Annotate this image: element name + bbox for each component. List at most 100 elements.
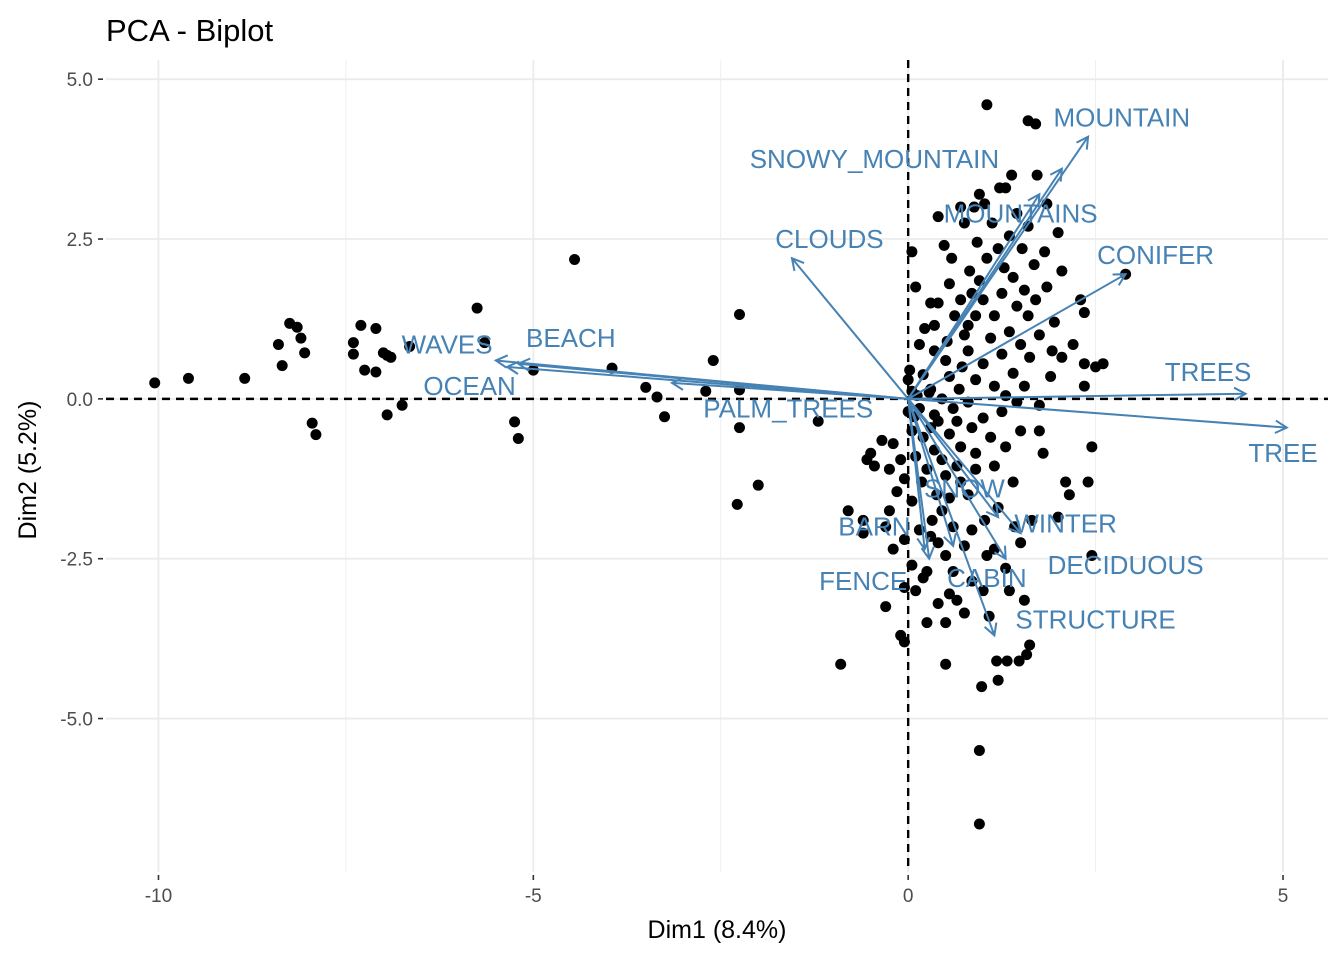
variable-arrow	[907, 398, 931, 559]
variable-arrowhead	[920, 546, 935, 561]
data-point	[347, 348, 359, 360]
data-point	[359, 364, 371, 376]
y-axis-ticks: -5.0 -2.5 0.0 2.5 5.0	[60, 70, 103, 731]
data-point	[306, 417, 318, 429]
data-point	[906, 246, 918, 258]
variable-arrowhead	[1233, 386, 1248, 402]
data-point	[509, 416, 521, 428]
data-point	[940, 550, 952, 562]
data-point	[988, 460, 1000, 472]
data-point	[932, 537, 944, 549]
reference-lines	[106, 60, 1328, 872]
data-point	[1078, 380, 1090, 392]
data-point	[970, 463, 982, 475]
data-point	[569, 253, 581, 265]
data-point	[955, 294, 967, 306]
data-point	[979, 198, 991, 210]
variable-arrowhead	[1076, 135, 1090, 150]
data-point	[659, 411, 671, 423]
data-point	[951, 594, 963, 606]
x-tick-label: 5	[1278, 886, 1289, 907]
data-point	[1063, 489, 1075, 501]
data-point	[1011, 396, 1023, 408]
data-point	[1056, 265, 1068, 277]
data-point	[940, 658, 952, 670]
data-point	[355, 319, 367, 331]
data-point	[902, 374, 914, 386]
variable-arrowhead	[993, 545, 1007, 561]
data-point	[981, 550, 993, 562]
data-point	[1003, 326, 1015, 338]
y-tick-label: -2.5	[60, 550, 93, 571]
data-point	[986, 217, 998, 229]
data-point	[381, 409, 393, 421]
variable-label: DECIDUOUS	[1048, 550, 1204, 580]
data-point	[752, 479, 764, 491]
x-axis-title: Dim1 (8.4%)	[648, 916, 787, 944]
data-point	[919, 323, 931, 335]
data-point	[1048, 316, 1060, 328]
variable-label: OCEAN	[423, 371, 515, 401]
data-point	[951, 460, 963, 472]
data-point	[966, 422, 978, 434]
variable-arrowhead	[1112, 273, 1128, 286]
data-point	[970, 310, 982, 322]
data-point	[1011, 300, 1023, 312]
data-point	[973, 188, 985, 200]
data-point	[182, 372, 194, 384]
data-point	[272, 339, 284, 351]
data-point	[291, 321, 303, 333]
variable-arrowhead	[916, 536, 931, 552]
data-point	[1007, 271, 1019, 283]
data-point	[1030, 294, 1042, 306]
data-point	[970, 447, 982, 459]
variable-arrowhead	[790, 256, 805, 272]
data-point	[1015, 425, 1027, 437]
data-point	[955, 201, 967, 213]
data-point	[996, 406, 1008, 418]
variable-arrow	[907, 398, 996, 636]
data-point	[865, 447, 877, 459]
data-point	[996, 287, 1008, 299]
data-point	[991, 655, 1003, 667]
data-point	[1000, 562, 1012, 574]
data-point	[1041, 281, 1053, 293]
data-point	[1016, 243, 1028, 255]
variable-label: BARN	[838, 512, 910, 542]
y-tick-label: 5.0	[67, 70, 93, 91]
data-point	[981, 99, 993, 111]
data-point	[887, 438, 899, 450]
variable-label: MOUNTAIN	[1053, 103, 1190, 133]
y-tick-label: 2.5	[67, 230, 93, 251]
variable-arrowhead	[669, 376, 685, 391]
data-point	[891, 486, 903, 498]
data-point	[958, 329, 970, 341]
data-point	[1082, 476, 1094, 488]
data-point	[940, 355, 952, 367]
data-point	[1021, 649, 1033, 661]
y-axis-title: Dim2 (5.2%)	[14, 401, 42, 540]
data-point	[985, 431, 997, 443]
data-point	[981, 252, 993, 264]
data-point	[1033, 425, 1045, 437]
data-point	[812, 415, 824, 427]
data-point	[1039, 246, 1051, 258]
data-point	[1000, 441, 1012, 453]
variable-label: SNOW	[924, 473, 1005, 503]
data-point	[951, 415, 963, 427]
data-point	[276, 360, 288, 372]
variable-arrow	[907, 273, 1127, 400]
data-point	[926, 514, 938, 526]
data-point	[910, 585, 922, 597]
data-point	[857, 514, 869, 526]
data-point	[842, 505, 854, 517]
data-point	[898, 581, 910, 593]
data-point	[966, 524, 978, 536]
variable-arrow	[908, 397, 1287, 429]
data-point	[906, 559, 918, 571]
data-point	[370, 366, 382, 378]
data-point	[932, 211, 944, 223]
variable-arrowhead	[1274, 419, 1289, 434]
data-point	[1056, 351, 1068, 363]
variable-label: TREES	[1165, 357, 1252, 387]
